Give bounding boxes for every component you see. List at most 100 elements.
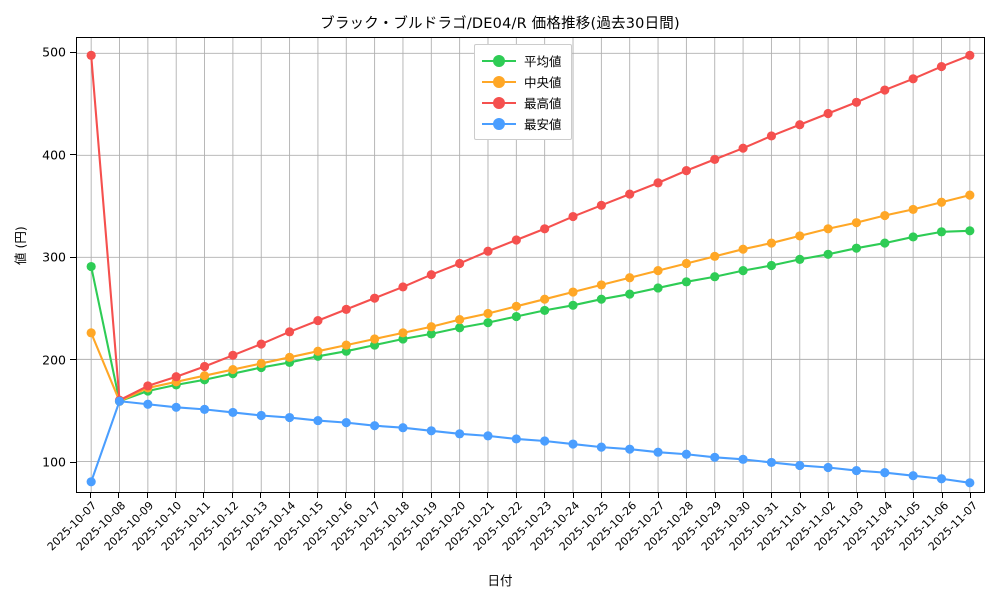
data-point <box>936 197 947 207</box>
x-tick-mark <box>515 493 517 498</box>
data-point <box>625 273 635 283</box>
data-point <box>86 328 96 338</box>
data-point <box>455 315 465 325</box>
data-point <box>823 462 833 473</box>
data-point <box>880 85 890 95</box>
data-point <box>766 457 777 467</box>
data-point <box>256 410 266 421</box>
data-point <box>143 381 153 391</box>
x-tick-mark <box>601 493 603 498</box>
data-point <box>625 444 635 454</box>
data-point <box>341 418 351 428</box>
x-tick-label: 2025-10-23 <box>499 499 554 554</box>
data-point <box>199 371 210 381</box>
x-tick-mark <box>799 493 801 498</box>
x-tick-mark <box>146 493 148 498</box>
legend-marker-icon <box>482 96 516 110</box>
data-point <box>313 416 323 426</box>
data-point <box>681 277 691 287</box>
data-point <box>228 407 238 418</box>
data-point <box>880 468 890 478</box>
data-point <box>540 305 550 315</box>
data-point <box>851 465 862 476</box>
y-tick-label: 400 <box>42 147 66 163</box>
x-tick-label: 2025-10-21 <box>442 499 498 554</box>
data-point <box>681 258 691 269</box>
data-point <box>965 226 975 236</box>
data-point <box>370 334 380 344</box>
data-point <box>653 447 663 457</box>
x-tick-label: 2025-10-22 <box>471 499 526 554</box>
data-point <box>738 454 748 464</box>
x-tick-label: 2025-10-07 <box>44 499 100 554</box>
legend-item-3[interactable]: 最高値 <box>482 92 562 113</box>
data-point <box>483 318 493 328</box>
x-axis-title: 日付 <box>487 573 513 588</box>
data-point <box>965 50 975 60</box>
data-point <box>738 244 748 254</box>
data-point <box>965 478 975 488</box>
data-point <box>568 300 578 310</box>
data-point <box>681 449 691 459</box>
data-point <box>540 436 550 446</box>
x-tick-mark <box>345 493 347 498</box>
data-point <box>86 261 96 272</box>
x-tick-mark <box>885 493 887 498</box>
data-point <box>738 266 748 276</box>
x-tick-label: 2025-10-17 <box>329 499 384 554</box>
data-point <box>199 361 210 372</box>
x-tick-mark <box>686 493 688 498</box>
data-point <box>880 210 890 221</box>
data-point <box>653 283 663 293</box>
data-point <box>483 308 493 319</box>
data-point <box>823 224 833 234</box>
series-3 <box>86 50 975 405</box>
data-point <box>596 294 606 304</box>
x-tick-mark <box>89 493 91 498</box>
data-point <box>710 154 720 164</box>
data-point <box>171 372 181 382</box>
data-point <box>908 471 918 481</box>
x-tick-mark <box>714 493 716 498</box>
x-tick-label: 2025-10-11 <box>158 499 214 554</box>
chart-legend: 平均値中央値 最高値 最安値 <box>474 44 572 140</box>
data-point <box>199 404 210 414</box>
data-point <box>908 232 918 242</box>
x-tick-mark <box>458 493 460 498</box>
data-point <box>398 423 408 433</box>
y-tick-label: 300 <box>42 249 66 265</box>
data-point <box>596 200 606 210</box>
x-tick-label: 2025-11-04 <box>840 499 895 554</box>
x-tick-label: 2025-10-08 <box>73 499 128 554</box>
legend-label: 平均値 <box>524 54 562 69</box>
data-point <box>86 477 96 487</box>
legend-marker-icon <box>482 75 516 89</box>
data-point <box>568 439 578 449</box>
x-tick-mark <box>316 493 318 498</box>
x-tick-mark <box>629 493 631 498</box>
legend-item-4[interactable]: 最安値 <box>482 113 562 134</box>
x-tick-mark <box>828 493 830 498</box>
x-tick-mark <box>174 493 176 498</box>
x-tick-label: 2025-10-29 <box>669 499 725 554</box>
x-tick-mark <box>402 493 404 498</box>
x-tick-label: 2025-11-07 <box>925 499 980 554</box>
x-tick-mark <box>487 493 489 498</box>
data-point <box>851 97 862 107</box>
data-point <box>908 204 918 214</box>
data-point <box>851 243 862 253</box>
data-point <box>625 189 635 199</box>
x-tick-label: 2025-10-09 <box>101 499 157 554</box>
x-tick-label: 2025-10-19 <box>385 499 441 554</box>
data-point <box>710 251 720 261</box>
x-tick-label: 2025-10-18 <box>357 499 412 554</box>
data-point <box>823 249 833 259</box>
series-4 <box>86 396 975 488</box>
x-tick-mark <box>430 493 432 498</box>
legend-item-1[interactable]: 平均値 <box>482 50 562 71</box>
data-point <box>625 289 635 299</box>
legend-item-2[interactable]: 中央値 <box>482 71 562 92</box>
data-series-layer <box>86 50 975 488</box>
data-point <box>766 260 777 271</box>
